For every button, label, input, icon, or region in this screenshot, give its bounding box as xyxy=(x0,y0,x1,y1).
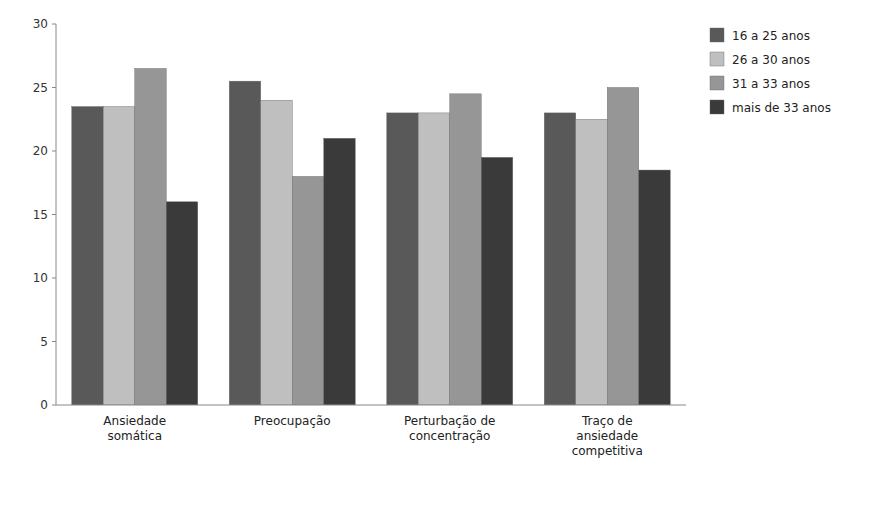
legend-swatch xyxy=(710,52,724,66)
legend-label: 16 a 25 anos xyxy=(732,29,810,43)
bar xyxy=(544,113,576,405)
bar xyxy=(72,107,104,405)
bar xyxy=(103,107,135,405)
legend-swatch xyxy=(710,28,724,42)
y-tick-label: 25 xyxy=(33,81,48,95)
x-tick-label: Ansiedadesomática xyxy=(103,414,166,443)
bars xyxy=(72,68,671,405)
bar xyxy=(261,100,293,405)
y-tick xyxy=(52,151,56,152)
y-tick-label: 5 xyxy=(40,335,48,349)
y-tick-label: 20 xyxy=(33,144,48,158)
legend-swatch xyxy=(710,76,724,90)
bar xyxy=(418,113,450,405)
legend: 16 a 25 anos 26 a 30 anos 31 a 33 anos mais… xyxy=(710,28,831,115)
bar xyxy=(292,176,324,405)
y-tick xyxy=(52,24,56,25)
bar xyxy=(387,113,419,405)
bar xyxy=(450,94,482,405)
bar xyxy=(324,138,356,405)
y-tick xyxy=(52,405,56,406)
y-tick-label: 10 xyxy=(33,271,48,285)
bar xyxy=(639,170,671,405)
legend-swatch xyxy=(710,100,724,114)
x-axis-line xyxy=(56,405,686,406)
bar xyxy=(229,81,261,405)
y-axis: 0 5 10 15 20 25 30 xyxy=(33,17,56,412)
y-tick-label: 0 xyxy=(40,398,48,412)
chart: 0 5 10 15 20 25 30 Ansiedadesomática Preocupação… xyxy=(0,0,886,515)
legend-label: 26 a 30 anos xyxy=(732,53,810,67)
bar xyxy=(481,157,513,405)
y-tick xyxy=(52,214,56,215)
legend-label: mais de 33 anos xyxy=(732,101,831,115)
x-tick-label: Preocupação xyxy=(254,414,331,428)
x-tick-label: Traço deansiedadecompetitiva xyxy=(572,414,643,458)
y-tick xyxy=(52,341,56,342)
y-axis-line xyxy=(56,24,57,405)
bar xyxy=(166,202,198,405)
legend-label: 31 a 33 anos xyxy=(732,77,810,91)
y-tick-label: 15 xyxy=(33,208,48,222)
bar xyxy=(576,119,608,405)
y-tick-label: 30 xyxy=(33,17,48,31)
bar xyxy=(135,68,167,405)
x-axis: Ansiedadesomática Preocupação Perturbação … xyxy=(56,405,686,458)
y-tick xyxy=(52,278,56,279)
bar xyxy=(607,88,639,406)
y-tick xyxy=(52,87,56,88)
x-tick-label: Perturbação deconcentração xyxy=(404,414,495,443)
